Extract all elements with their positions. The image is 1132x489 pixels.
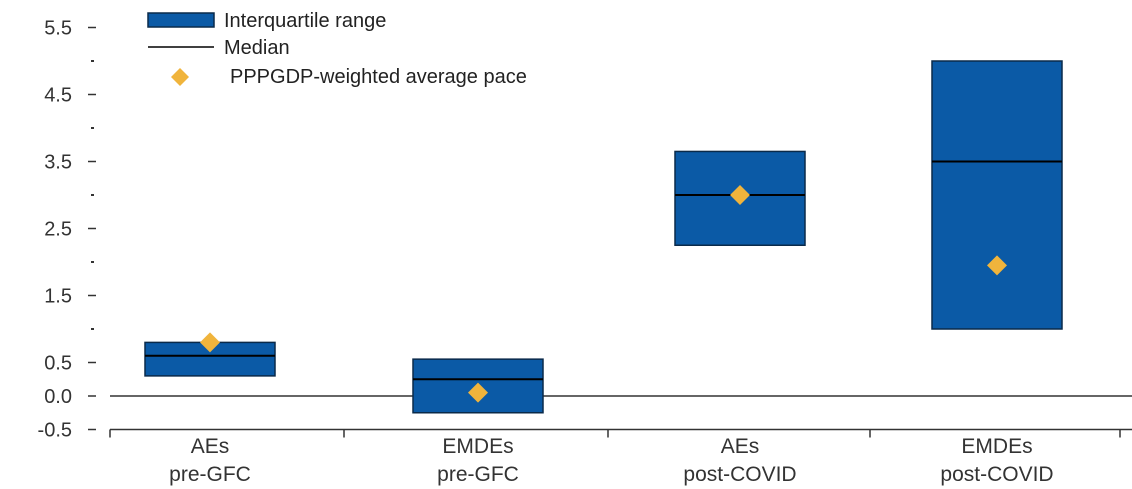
legend-swatch-iqr <box>147 12 215 28</box>
category-label: AEs <box>191 435 230 458</box>
y-axis: 5.5 4.5 3.5 2.5 1.5 0.5 0.0 -0.5 <box>38 18 96 442</box>
average-marker <box>200 332 220 353</box>
category-label: post-COVID <box>683 463 796 486</box>
category-labels: AEs pre-GFC EMDEs pre-GFC AEs post-COVID EMDEs… <box>169 435 1053 486</box>
y-tick-labels: 5.5 4.5 3.5 2.5 1.5 0.5 0.0 -0.5 <box>38 18 72 442</box>
legend-label-average: PPPGDP-weighted average pace <box>230 66 527 88</box>
iqr-box <box>931 60 1063 330</box>
y-tick-label: 2.5 <box>44 219 72 241</box>
legend-swatch-average <box>171 68 189 86</box>
category-label: AEs <box>721 435 760 458</box>
category-label: pre-GFC <box>169 463 251 486</box>
x-tick-marks <box>109 429 1121 438</box>
median-lines <box>145 160 1062 381</box>
average-marker <box>987 255 1007 276</box>
y-tick-label: 4.5 <box>44 85 72 107</box>
average-marker <box>730 185 750 205</box>
y-tick-label: 5.5 <box>44 18 72 40</box>
category-label: post-COVID <box>940 463 1053 486</box>
legend-label-iqr: Interquartile range <box>224 10 386 32</box>
legend: Interquartile range Median PPPGDP-weight… <box>147 10 527 88</box>
y-tick-label: 1.5 <box>44 286 72 308</box>
y-tick-label: 0.0 <box>44 386 72 408</box>
category-label: EMDEs <box>961 435 1032 458</box>
y-tick-marks <box>88 26 96 431</box>
category-label: pre-GFC <box>437 463 519 486</box>
y-tick-label: -0.5 <box>38 420 72 442</box>
category-label: EMDEs <box>442 435 513 458</box>
y-tick-label: 3.5 <box>44 152 72 174</box>
iqr-boxes <box>144 60 1063 414</box>
legend-label-median: Median <box>224 37 290 59</box>
average-markers <box>200 185 1007 403</box>
average-marker <box>468 382 488 403</box>
y-tick-label: 0.5 <box>44 353 72 375</box>
